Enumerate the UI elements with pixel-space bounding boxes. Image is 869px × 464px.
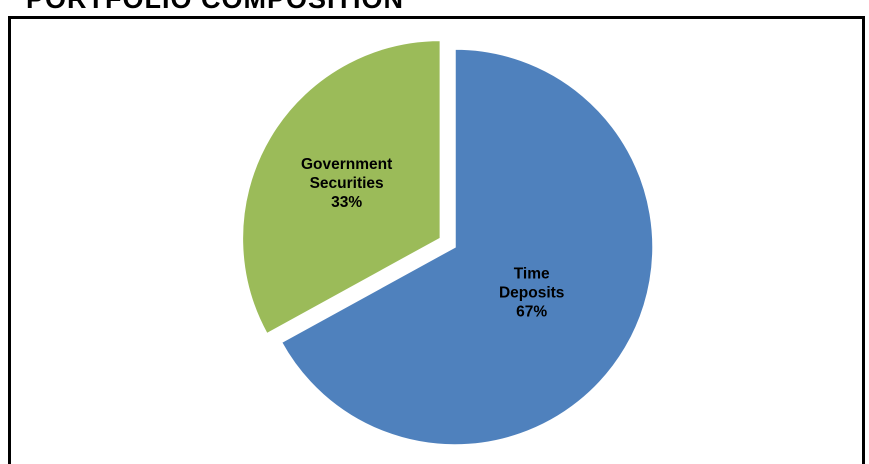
chart-title: PORTFOLIO COMPOSITION — [26, 0, 404, 15]
pie-slice-0 — [280, 48, 654, 446]
slice-label-1-line-2: 33% — [331, 194, 362, 211]
slice-label-0-line-2: 67% — [516, 303, 547, 320]
slice-label-0-line-0: Time — [514, 265, 550, 282]
header-strip: PORTFOLIO COMPOSITION — [0, 0, 869, 16]
pie-slice-1 — [241, 39, 442, 335]
slice-label-0-line-1: Deposits — [499, 284, 564, 301]
slice-label-1-line-0: Government — [301, 156, 392, 173]
chart-frame — [8, 16, 865, 464]
slice-label-1-line-1: Securities — [310, 175, 384, 192]
